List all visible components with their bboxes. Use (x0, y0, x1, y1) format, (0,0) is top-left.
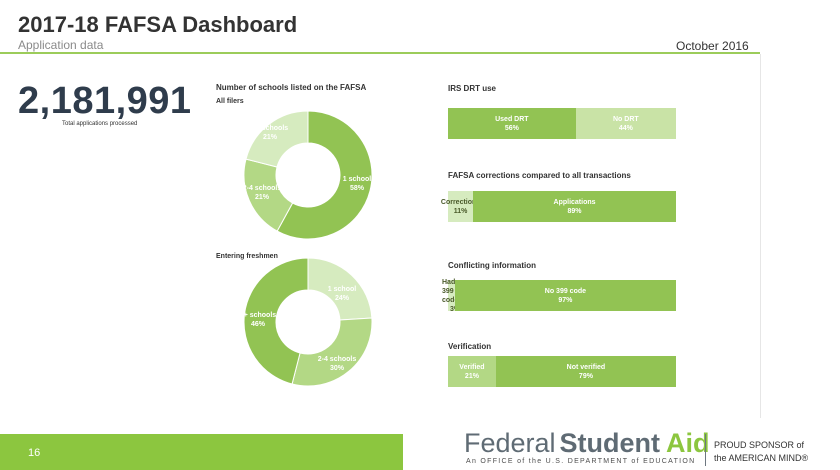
bar-segment-name: No DRT (612, 115, 639, 123)
donut-freshmen-title: Entering freshmen (216, 253, 278, 260)
bar-segment-not-verified: Not verified 79% (495, 356, 676, 387)
bar-segment-value: 11% (453, 207, 468, 215)
donut-label-value: 30% (330, 365, 345, 372)
donut-slice-2-4-schools (291, 317, 373, 387)
bar-segment-name: Used DRT (495, 115, 529, 123)
bar-segment-name: Corrections (440, 198, 481, 206)
conflicting-info-bar: Had 399 code 3% No 399 code 97% (442, 279, 676, 313)
donut-all-filers-title: All filers (216, 98, 244, 105)
corrections-title: FAFSA corrections compared to all transa… (448, 171, 631, 180)
verification-title: Verification (448, 342, 492, 351)
verification-bar: Verified 21% Not verified 79% (448, 356, 676, 387)
bar-segment-value: 21% (464, 372, 479, 380)
bar-segment-no-drt: No DRT 44% (575, 108, 676, 139)
donut-label-value: 21% (255, 194, 270, 201)
donut-label-name: 5+ schools (240, 312, 276, 319)
bar-segment-value: 97% (558, 296, 573, 304)
total-applications-value: 2,181,991 (18, 80, 192, 122)
page-number: 16 (28, 447, 41, 459)
donut-label-name: 1 school (343, 176, 371, 183)
irs-drt-title: IRS DRT use (448, 84, 497, 93)
total-applications-label: Total applications processed (62, 121, 138, 127)
logo-tagline: An OFFICE of the U.S. DEPARTMENT of EDUC… (466, 458, 696, 465)
bar-segment-value: 79% (578, 372, 593, 380)
bar-segment-had-399: Had 399 code 3% (442, 279, 460, 313)
page-subtitle: Application data (18, 38, 104, 52)
footer-bar (0, 434, 403, 470)
bar-segment-applications: Applications 89% (473, 191, 676, 222)
bar-segment-name: No 399 code (544, 287, 587, 295)
logo-aid-text: Aid (666, 428, 710, 458)
right-divider (760, 54, 761, 418)
corrections-bar: Corrections 11% Applications 89% (441, 191, 676, 222)
bar-segment-verified: Verified 21% (448, 356, 496, 387)
conflicting-title: Conflicting information (448, 261, 536, 270)
bar-segment-used-drt: Used DRT 56% (448, 108, 576, 139)
donut-label-value: 46% (251, 321, 266, 328)
donut-label-value: 21% (263, 134, 278, 141)
donut-label-name: 2-4 schools (243, 185, 282, 192)
page-title: 2017-18 FAFSA Dashboard (18, 12, 298, 37)
federal-student-aid-logo: Federal Student Aid (464, 428, 710, 459)
bar-segment-name: Applications (553, 198, 596, 206)
bar-segment-name: Had 399 code (442, 278, 459, 304)
donut-slice-5-schools (245, 110, 309, 168)
bar-segment-value: 56% (504, 124, 519, 132)
donut-label-name: 5+ schools (252, 125, 288, 132)
schools-listed-title: Number of schools listed on the FAFSA (216, 83, 367, 92)
bar-segment-name: Not verified (566, 363, 606, 371)
donut-label-name: 2-4 schools (318, 356, 357, 363)
irs-drt-bar: Used DRT 56% No DRT 44% (448, 108, 676, 139)
logo-federal-text: Federal (464, 428, 556, 458)
donut-chart-all-filers: 1 school 58% 2-4 schools 21% 5+ schools 21% (243, 110, 373, 240)
donut-chart-entering-freshmen: 1 school 24% 2-4 schools 30% 5+ schools 46% (240, 257, 373, 387)
logo-divider (705, 434, 706, 466)
sponsor-line-2: the AMERICAN MIND® (714, 453, 809, 463)
bar-segment-name: Verified (459, 363, 485, 371)
bar-segment-no-399: No 399 code 97% (454, 280, 676, 311)
bar-segment-corrections: Corrections 11% (441, 191, 480, 222)
sponsor-line-1: PROUD SPONSOR of (714, 440, 805, 450)
header-divider (0, 52, 760, 54)
donut-label-value: 58% (350, 185, 365, 192)
bar-segment-value: 89% (567, 207, 582, 215)
donut-label-name: 1 school (328, 286, 356, 293)
donut-slice-5-schools (243, 257, 309, 385)
report-date: October 2016 (676, 39, 749, 53)
bar-segment-value: 44% (618, 124, 633, 132)
logo-student-text: Student (559, 428, 661, 458)
donut-slice-1-school (276, 110, 373, 240)
donut-label-value: 24% (335, 295, 350, 302)
